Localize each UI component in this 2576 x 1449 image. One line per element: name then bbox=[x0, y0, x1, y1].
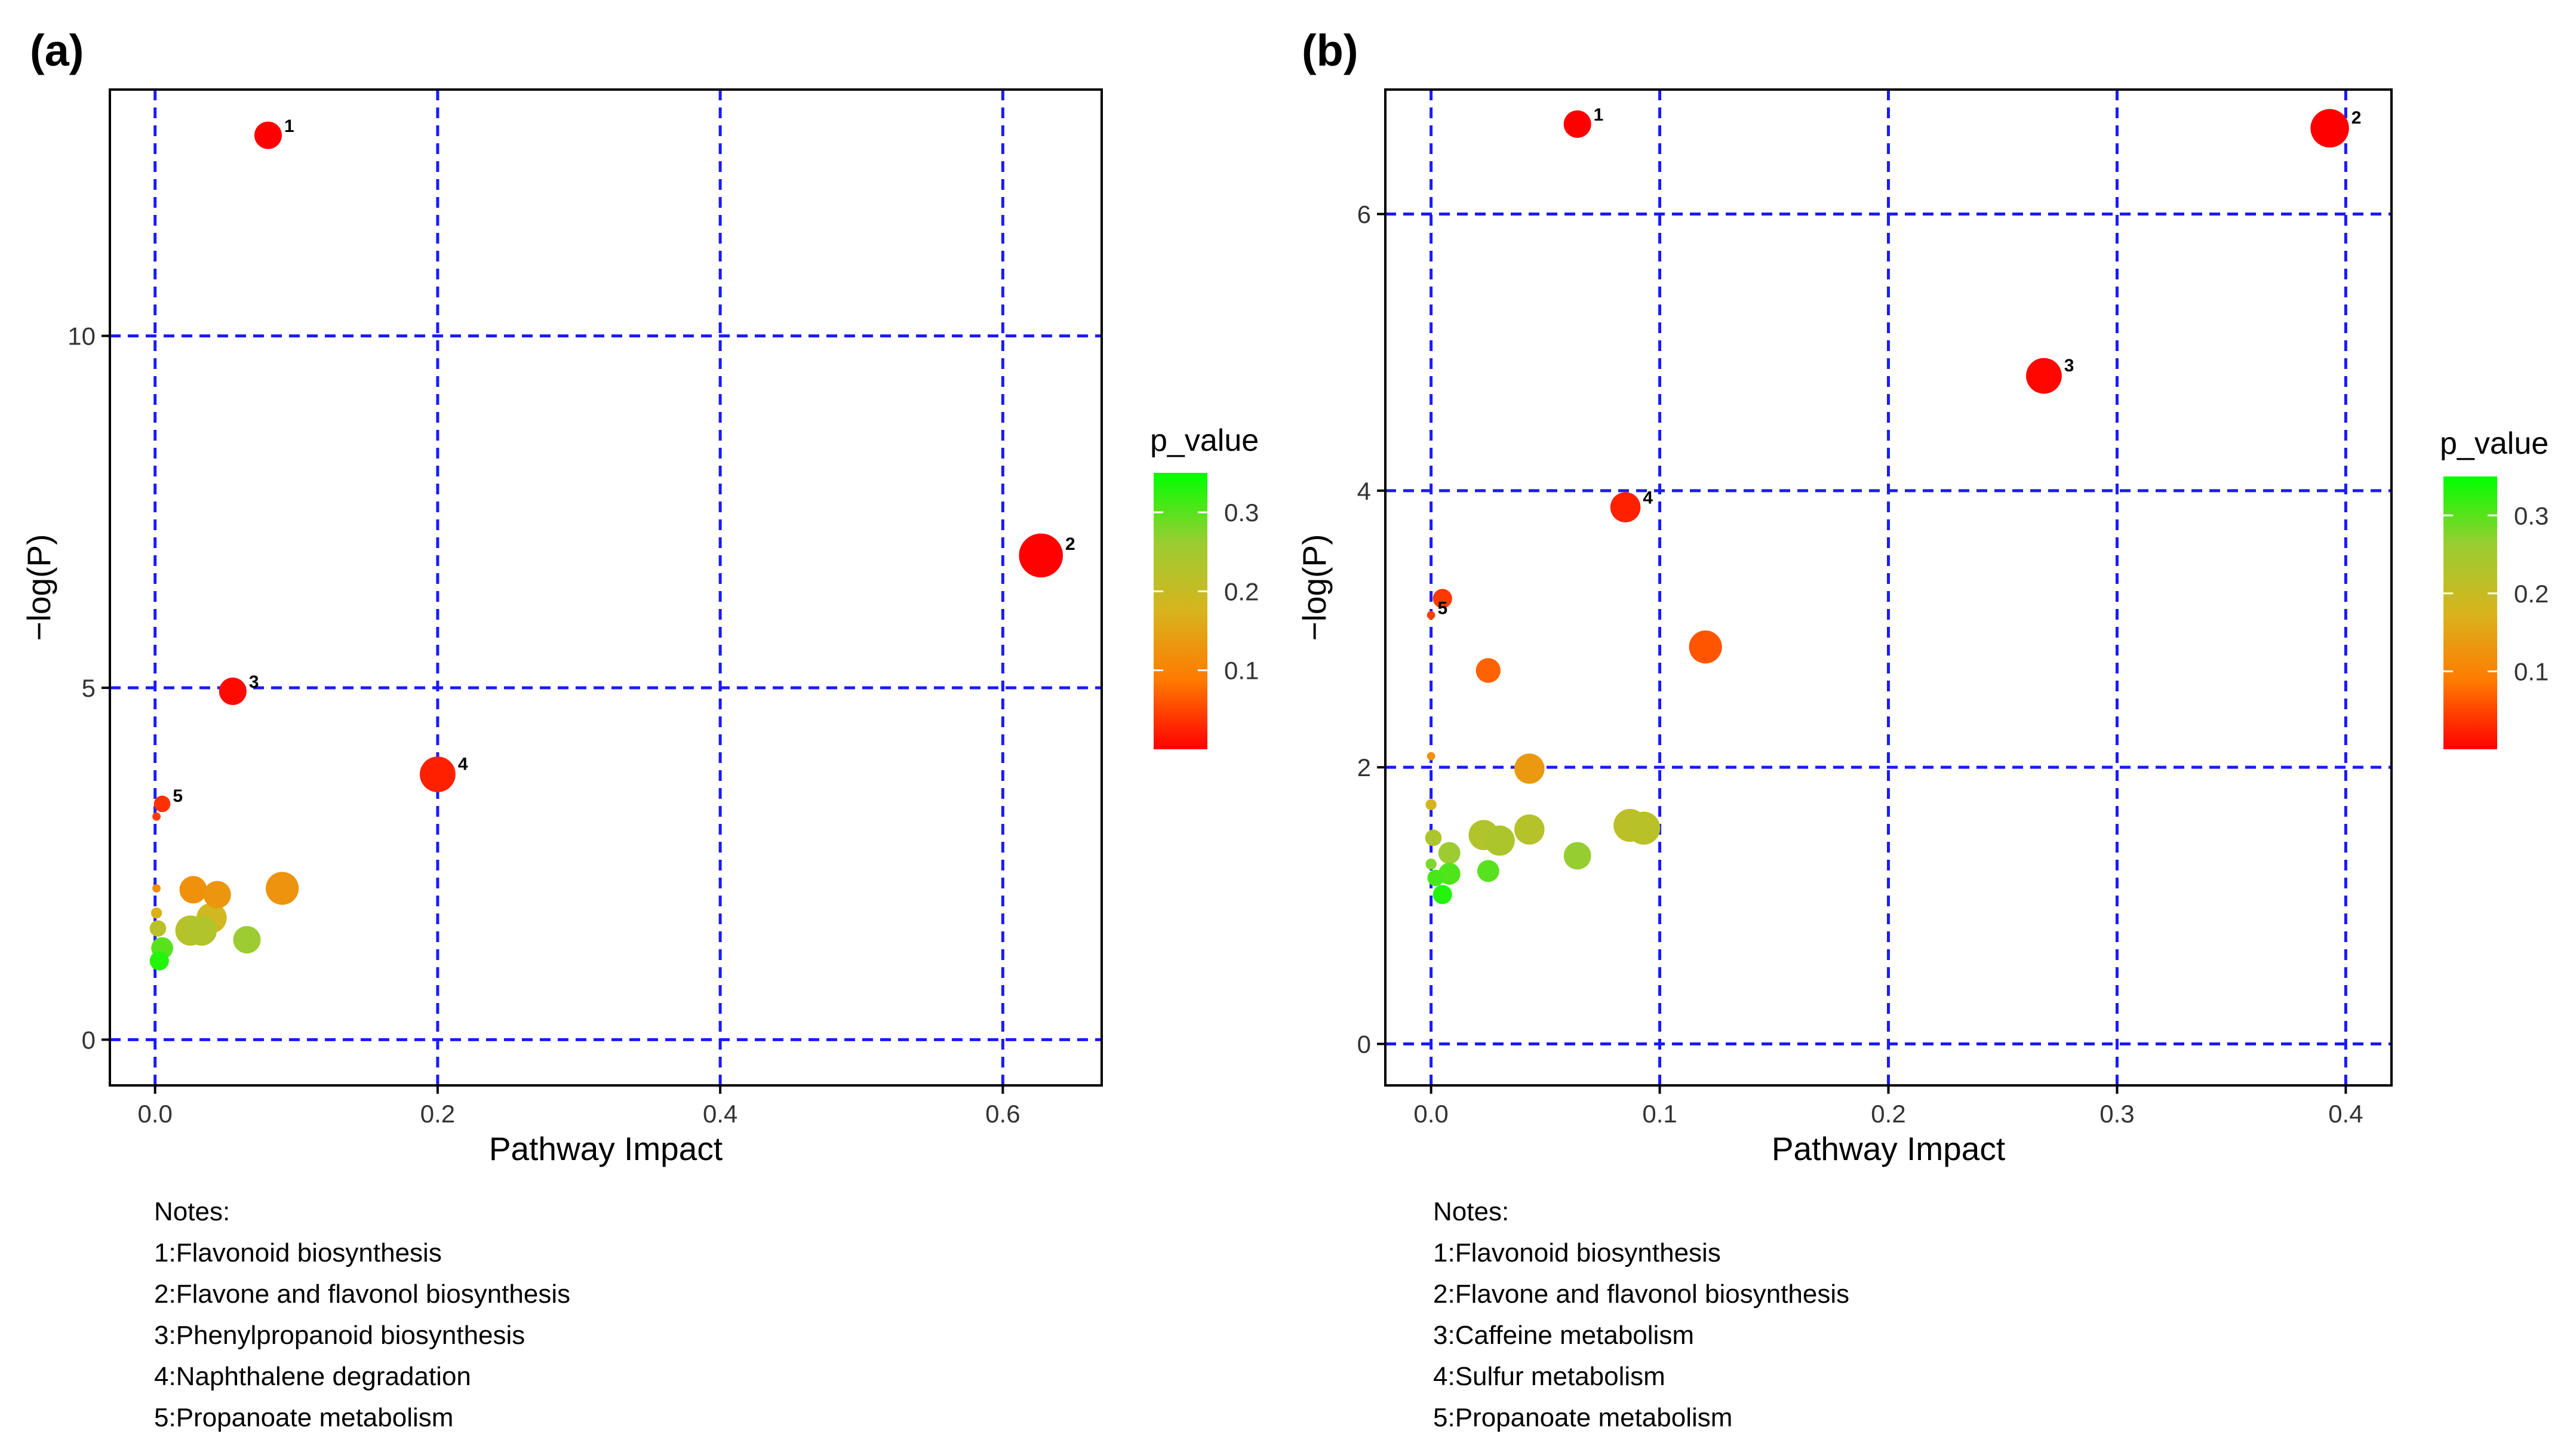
data-point bbox=[266, 872, 299, 905]
note-item: 2:Flavone and flavonol biosynthesis bbox=[1433, 1279, 1850, 1309]
chart-panel-b: (b) 0.0 0.1 0.2 0.3 0.4 0 2 4 6 Pathway Impact −log… bbox=[1296, 26, 2549, 1167]
y-tick-label: 2 bbox=[1357, 753, 1371, 782]
y-tick-label: 4 bbox=[1357, 477, 1371, 505]
legend-tick-label: 0.3 bbox=[1224, 499, 1259, 527]
notes-title: Notes: bbox=[1433, 1197, 1510, 1226]
data-point bbox=[1019, 533, 1063, 578]
x-tick-label: 0.4 bbox=[703, 1100, 737, 1128]
notes-b: Notes: 1:Flavonoid biosynthesis 2:Flavon… bbox=[1433, 1191, 1849, 1438]
data-point bbox=[1627, 811, 1661, 845]
data-point bbox=[1425, 799, 1437, 810]
data-point bbox=[1475, 658, 1501, 683]
x-tick-label: 0.1 bbox=[1642, 1100, 1677, 1128]
data-point bbox=[2026, 358, 2062, 394]
note-item: 1:Flavonoid biosynthesis bbox=[1433, 1238, 1721, 1268]
legend-title: p_value bbox=[2440, 426, 2549, 461]
data-point bbox=[1484, 825, 1515, 856]
data-point bbox=[1514, 753, 1545, 784]
x-axis-title: Pathway Impact bbox=[1772, 1130, 2005, 1167]
data-point bbox=[152, 812, 161, 821]
note-item: 1:Flavonoid biosynthesis bbox=[154, 1238, 442, 1268]
x-axis-title: Pathway Impact bbox=[489, 1130, 723, 1167]
data-point bbox=[150, 907, 162, 919]
point-label: 5 bbox=[1437, 599, 1447, 619]
data-point bbox=[254, 121, 282, 149]
legend-tick-label: 0.1 bbox=[2514, 657, 2549, 685]
legend-tick-label: 0.2 bbox=[1224, 577, 1259, 605]
y-tick-label: 5 bbox=[82, 674, 96, 702]
data-point bbox=[233, 925, 261, 953]
legend-tick-label: 0.3 bbox=[2514, 502, 2549, 530]
point-label: 2 bbox=[1065, 534, 1075, 554]
x-tick-label: 0.3 bbox=[2099, 1100, 2134, 1128]
y-tick-label: 6 bbox=[1357, 201, 1371, 229]
x-tick-label: 0.2 bbox=[1871, 1100, 1905, 1128]
note-item: 5:Propanoate metabolism bbox=[1433, 1403, 1733, 1432]
point-label: 4 bbox=[1643, 488, 1653, 507]
chart-panel-a: (a) 0.0 0.2 0.4 0.6 0 5 10 Pathway Impact −log(P)… bbox=[20, 26, 1259, 1167]
x-tick-label: 0.0 bbox=[1413, 1100, 1448, 1128]
y-tick-label: 10 bbox=[67, 322, 96, 350]
note-item: 3:Phenylpropanoid biosynthesis bbox=[154, 1321, 525, 1350]
legend-tick-label: 0.1 bbox=[1224, 657, 1259, 685]
data-point bbox=[152, 884, 161, 893]
point-label: 1 bbox=[284, 116, 294, 136]
notes-a: Notes: 1:Flavonoid biosynthesis 2:Flavon… bbox=[154, 1191, 570, 1438]
y-axis-title: −log(P) bbox=[20, 534, 57, 641]
note-item: 4:Sulfur metabolism bbox=[1433, 1362, 1665, 1391]
y-tick-label: 0 bbox=[82, 1026, 96, 1054]
x-tick-label: 0.4 bbox=[2328, 1100, 2363, 1128]
data-point bbox=[219, 677, 247, 705]
note-item: 3:Caffeine metabolism bbox=[1433, 1321, 1694, 1350]
data-point bbox=[1514, 814, 1545, 845]
data-point bbox=[1427, 611, 1435, 620]
data-point bbox=[1433, 589, 1452, 608]
point-label: 5 bbox=[173, 786, 183, 806]
panel-label: (a) bbox=[30, 26, 84, 75]
point-label: 3 bbox=[2064, 356, 2074, 376]
data-point bbox=[2310, 109, 2349, 148]
x-tick-label: 0.6 bbox=[985, 1100, 1020, 1128]
data-point bbox=[149, 951, 169, 971]
x-tick-label: 0.2 bbox=[420, 1100, 455, 1128]
panel-label: (b) bbox=[1302, 26, 1358, 75]
data-point bbox=[1438, 863, 1461, 885]
data-point bbox=[186, 915, 217, 946]
data-point bbox=[1689, 630, 1722, 664]
data-point bbox=[149, 920, 167, 937]
legend-title: p_value bbox=[1150, 423, 1259, 458]
y-axis-title: −log(P) bbox=[1296, 534, 1333, 641]
data-point bbox=[179, 876, 207, 904]
legend-colorbar bbox=[1154, 473, 1207, 749]
point-label: 1 bbox=[1594, 105, 1604, 125]
data-point bbox=[1425, 829, 1442, 847]
data-point bbox=[153, 795, 171, 813]
data-point bbox=[1427, 752, 1435, 761]
point-label: 2 bbox=[2351, 108, 2362, 128]
data-point bbox=[1425, 859, 1437, 870]
data-point bbox=[420, 756, 456, 792]
note-item: 4:Naphthalene degradation bbox=[154, 1362, 471, 1391]
note-item: 2:Flavone and flavonol biosynthesis bbox=[154, 1279, 571, 1309]
data-point bbox=[1563, 110, 1591, 138]
x-tick-label: 0.0 bbox=[138, 1100, 173, 1128]
point-label: 4 bbox=[458, 754, 468, 774]
data-point bbox=[1427, 869, 1444, 887]
data-point bbox=[203, 881, 231, 909]
data-point bbox=[1563, 842, 1591, 870]
legend-tick-label: 0.2 bbox=[2514, 580, 2549, 608]
y-tick-label: 0 bbox=[1357, 1030, 1371, 1059]
point-label: 3 bbox=[249, 672, 259, 692]
legend-colorbar bbox=[2443, 476, 2497, 749]
data-point bbox=[1477, 860, 1499, 882]
notes-title: Notes: bbox=[154, 1197, 230, 1226]
plot-frame bbox=[109, 88, 1103, 1087]
data-point bbox=[1610, 492, 1641, 522]
note-item: 5:Propanoate metabolism bbox=[154, 1403, 454, 1432]
data-point bbox=[1433, 885, 1452, 905]
data-point bbox=[1438, 842, 1461, 865]
